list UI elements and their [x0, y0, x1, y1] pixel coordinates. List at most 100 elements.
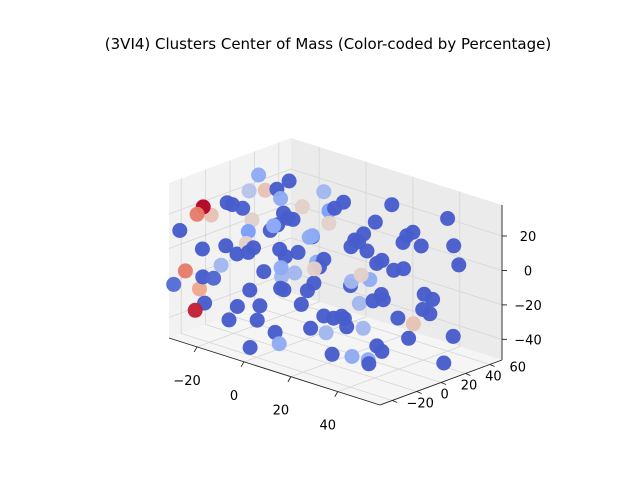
data-point [271, 336, 287, 352]
z-tick-label: 0 [524, 264, 532, 279]
data-point [293, 296, 309, 312]
data-points [166, 167, 467, 372]
z-tick-label: −40 [514, 333, 541, 348]
data-point [373, 287, 389, 302]
data-point [353, 267, 369, 283]
data-point [287, 265, 303, 281]
data-point [177, 263, 193, 279]
data-point [374, 252, 390, 268]
data-point [361, 356, 377, 372]
data-point [451, 257, 467, 273]
data-point [413, 238, 429, 254]
pane-back [291, 138, 502, 360]
data-point [445, 328, 461, 344]
data-point [344, 349, 360, 364]
grid-line-z [168, 168, 292, 215]
data-point [440, 211, 456, 226]
data-point [257, 182, 273, 198]
data-point [334, 308, 350, 324]
x-tick [240, 361, 245, 368]
data-point [306, 261, 322, 277]
data-point [356, 226, 372, 242]
data-point [172, 223, 188, 238]
grid-line-y [278, 297, 490, 365]
data-point [244, 212, 260, 228]
data-point [256, 264, 272, 280]
data-point [367, 214, 383, 230]
x-tick [287, 376, 292, 382]
data-point [273, 280, 289, 296]
x-tick-label: 40 [320, 419, 337, 434]
x-axis-line [168, 337, 381, 406]
data-point [446, 238, 462, 254]
data-point [219, 195, 235, 211]
y-tick-label: 40 [485, 370, 502, 385]
data-point [316, 184, 332, 200]
grid-line-y [254, 306, 466, 374]
data-point [299, 283, 315, 299]
data-point [246, 240, 261, 256]
data-point [221, 312, 237, 328]
x-tick-label: −20 [173, 374, 200, 389]
data-point [240, 224, 256, 239]
data-point [384, 197, 400, 213]
y-tick-label: −20 [406, 397, 433, 412]
data-point [316, 251, 332, 267]
data-point [281, 173, 297, 189]
data-point [290, 244, 306, 260]
data-point [294, 199, 310, 215]
data-point [229, 246, 245, 262]
x-tick-label: 0 [230, 389, 238, 404]
z-tick-label: 20 [520, 230, 537, 245]
x-tick-label: 20 [273, 404, 290, 419]
data-point [218, 238, 234, 254]
data-point [321, 215, 337, 231]
data-point [401, 330, 417, 346]
z-tick-label: −20 [514, 299, 541, 314]
grid-line-z [168, 203, 292, 249]
data-point [422, 306, 438, 322]
data-point [405, 316, 421, 332]
data-point [187, 302, 203, 318]
data-point [206, 270, 222, 286]
data-point [336, 194, 351, 210]
data-point [304, 228, 320, 244]
y-tick-label: 20 [461, 379, 478, 394]
y-tick [440, 382, 447, 385]
data-point [416, 286, 432, 302]
data-point [343, 239, 359, 255]
y-tick-label: 60 [510, 361, 527, 376]
x-tick [334, 391, 339, 397]
data-point [252, 298, 268, 314]
y-tick [392, 400, 398, 403]
y-tick [489, 364, 495, 367]
data-point [266, 218, 282, 234]
grid-line-y [205, 324, 417, 392]
grid-line-z [290, 271, 503, 340]
data-point [241, 183, 257, 199]
data-point [359, 243, 375, 259]
data-point [396, 261, 411, 277]
data-point [351, 295, 367, 311]
data-point [318, 325, 334, 341]
data-point [229, 299, 245, 314]
data-point [242, 282, 258, 298]
y-tick-label: 0 [440, 388, 448, 403]
data-point [189, 206, 205, 222]
data-point [272, 241, 288, 257]
data-point [251, 167, 267, 183]
data-point [436, 355, 452, 371]
data-point [355, 320, 371, 336]
data-point [249, 312, 265, 328]
data-point [405, 224, 421, 240]
data-point [395, 235, 411, 250]
data-point [267, 324, 283, 340]
data-point [273, 260, 289, 276]
y-tick [416, 391, 422, 394]
data-point [273, 191, 289, 206]
data-point [194, 241, 210, 257]
tick-labels: −20 0 20 40 −20 0 20 40 60 −40 −20 0 20 [173, 230, 541, 434]
data-point [213, 257, 229, 273]
data-point [192, 281, 207, 297]
